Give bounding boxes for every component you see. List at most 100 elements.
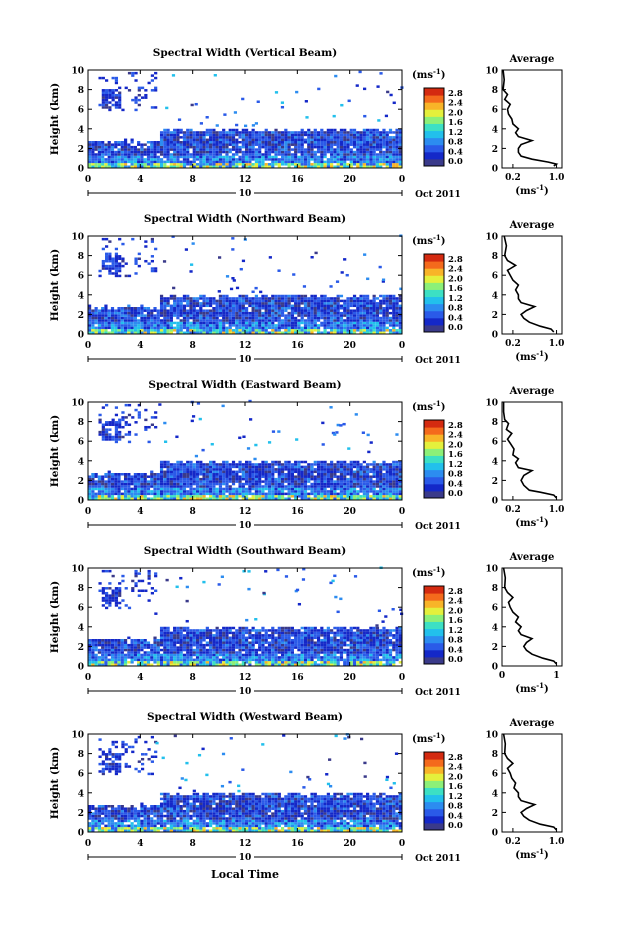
heatmap-cell	[195, 316, 200, 320]
heatmap-cell	[117, 473, 121, 476]
heatmap-cell	[245, 153, 249, 156]
heatmap-cell	[313, 304, 317, 308]
heatmap-cell	[153, 641, 157, 644]
heatmap-cell	[382, 463, 386, 466]
heatmap-cell	[222, 165, 226, 168]
heatmap-cell	[316, 460, 321, 464]
heatmap-cell	[150, 309, 154, 312]
heatmap-cell	[297, 495, 301, 498]
heatmap-cell	[245, 165, 249, 168]
heatmap-cell	[398, 485, 402, 488]
heatmap-cell	[117, 143, 121, 146]
heatmap-cell	[108, 93, 112, 97]
heatmap-cell	[362, 470, 366, 474]
heatmap-cell	[375, 326, 380, 330]
heatmap-cell	[117, 307, 121, 310]
heatmap-cell	[251, 492, 255, 496]
heatmap-cell	[258, 326, 262, 330]
heatmap-cell	[317, 87, 321, 91]
heatmap-cell	[173, 165, 177, 168]
heatmap-cell	[307, 326, 311, 330]
heatmap-cell	[267, 477, 272, 481]
heatmap-cell	[156, 319, 160, 322]
heatmap-cell	[88, 658, 92, 662]
heatmap-cell	[91, 316, 95, 320]
heatmap-cell	[199, 158, 203, 161]
heatmap-cell	[166, 136, 170, 139]
heatmap-cell	[313, 319, 317, 322]
heatmap-cell	[339, 294, 344, 298]
heatmap-cell	[163, 643, 167, 647]
heatmap-cell	[339, 148, 344, 151]
heatmap-cell	[107, 475, 111, 478]
heatmap-cell	[101, 639, 105, 642]
heatmap-cell	[369, 299, 373, 303]
heatmap-cell	[271, 329, 275, 332]
heatmap-cell	[395, 307, 399, 310]
heatmap-cell	[192, 309, 196, 312]
heatmap-cell	[218, 158, 223, 161]
heatmap-cell	[140, 160, 144, 164]
heatmap-cell	[294, 485, 298, 488]
heatmap-cell	[166, 311, 170, 315]
heatmap-cell	[258, 304, 262, 308]
heatmap-cell	[186, 155, 190, 159]
heatmap-cell	[310, 163, 314, 166]
heatmap-cell	[195, 138, 200, 142]
heatmap-cell	[215, 482, 219, 486]
heatmap-cell	[359, 477, 363, 481]
heatmap-cell	[186, 319, 190, 322]
heatmap-cell	[300, 460, 304, 464]
heatmap-cell	[123, 143, 128, 146]
heatmap-cell	[366, 128, 370, 132]
heatmap-cell	[392, 309, 396, 312]
heatmap-cell	[310, 475, 314, 478]
heatmap-cell	[359, 468, 363, 471]
heatmap-cell	[110, 648, 115, 652]
heatmap-cell	[359, 299, 363, 303]
heatmap-cell	[189, 136, 193, 139]
heatmap-cell	[392, 475, 396, 478]
heatmap-cell	[362, 324, 366, 327]
heatmap-cell	[105, 89, 109, 92]
heatmap-cell	[222, 307, 226, 310]
heatmap-cell	[349, 495, 353, 498]
heatmap-cell	[320, 163, 324, 166]
heatmap-cell	[166, 470, 170, 474]
heatmap-cell	[127, 143, 131, 146]
heatmap-cell	[277, 158, 281, 161]
heatmap-cell	[313, 153, 317, 156]
heatmap-cell	[287, 463, 291, 466]
heatmap-cell	[153, 475, 157, 478]
heatmap-cell	[388, 304, 393, 308]
heatmap-cell	[316, 495, 321, 498]
heatmap-cell	[195, 319, 200, 322]
heatmap-cell	[245, 465, 249, 469]
heatmap-cell	[294, 148, 298, 151]
colorbar-swatch	[424, 144, 444, 153]
heatmap-cell	[140, 329, 144, 332]
heatmap-cell	[189, 463, 193, 466]
heatmap-cell	[114, 89, 119, 92]
heatmap-cell	[280, 155, 285, 159]
heatmap-cell	[290, 465, 294, 469]
heatmap-cell	[320, 460, 324, 464]
heatmap-cell	[287, 460, 291, 464]
heatmap-cell	[398, 141, 402, 144]
heatmap-cell	[320, 495, 324, 498]
heatmap-cell	[349, 477, 353, 481]
x-tick-label: 20	[343, 507, 356, 517]
heatmap-cell	[137, 480, 141, 483]
heatmap-cell	[235, 480, 239, 483]
heatmap-cell	[123, 475, 128, 478]
heatmap-cell	[290, 297, 294, 300]
heatmap-cell	[222, 145, 226, 149]
heatmap-cell	[277, 477, 281, 481]
heatmap-cell	[123, 321, 128, 325]
heatmap-cell	[127, 651, 131, 654]
heatmap-cell	[189, 487, 193, 491]
heatmap-cell	[137, 148, 141, 151]
heatmap-cell	[323, 329, 327, 332]
heatmap-cell	[176, 316, 180, 320]
heatmap-cell	[385, 163, 389, 166]
